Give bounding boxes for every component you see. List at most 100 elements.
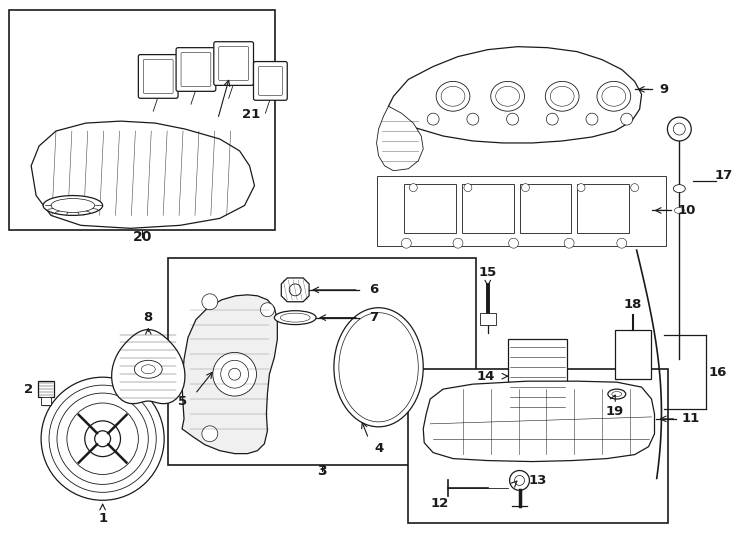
Bar [508,340,567,414]
Circle shape [221,360,249,388]
Ellipse shape [339,313,418,422]
FancyBboxPatch shape [139,55,178,98]
Text: 4: 4 [374,442,383,455]
Polygon shape [281,278,309,302]
Ellipse shape [675,207,684,213]
Text: 9: 9 [660,83,669,96]
Ellipse shape [491,82,525,111]
Text: 19: 19 [606,406,624,419]
Polygon shape [38,381,54,405]
Circle shape [95,431,111,447]
Text: 8: 8 [144,311,153,324]
Text: 21: 21 [242,107,261,120]
Circle shape [577,184,585,192]
Ellipse shape [134,360,162,378]
Circle shape [213,353,256,396]
Circle shape [667,117,691,141]
Circle shape [401,238,411,248]
Circle shape [289,284,301,296]
Ellipse shape [545,82,579,111]
Polygon shape [31,121,255,228]
Circle shape [229,368,241,380]
Ellipse shape [602,86,625,106]
Circle shape [467,113,479,125]
Circle shape [521,184,529,192]
Circle shape [515,475,525,485]
Text: 11: 11 [681,413,700,426]
Text: 18: 18 [623,298,642,311]
FancyBboxPatch shape [258,66,283,95]
Circle shape [453,238,463,248]
Circle shape [67,403,139,475]
Ellipse shape [612,392,622,396]
Text: 2: 2 [23,383,33,396]
Polygon shape [182,295,277,454]
Circle shape [621,113,633,125]
Ellipse shape [608,389,625,399]
Text: 10: 10 [677,204,695,217]
Ellipse shape [334,308,424,427]
Circle shape [631,184,639,192]
Ellipse shape [51,199,95,212]
Text: 15: 15 [479,266,497,280]
Ellipse shape [142,365,155,374]
Bar [168,258,476,464]
Ellipse shape [43,195,103,215]
Circle shape [410,184,418,192]
Ellipse shape [597,82,631,111]
Circle shape [427,113,439,125]
Ellipse shape [495,86,520,106]
Bar [377,176,666,246]
FancyBboxPatch shape [219,46,249,80]
Bar [462,184,514,233]
Polygon shape [112,329,185,404]
Ellipse shape [436,82,470,111]
Ellipse shape [441,86,465,106]
Circle shape [506,113,518,125]
Bar [577,184,629,233]
Text: 17: 17 [715,169,733,182]
FancyBboxPatch shape [176,48,216,91]
Bar [480,313,495,325]
Circle shape [464,184,472,192]
Text: 13: 13 [528,474,547,487]
Text: 7: 7 [369,311,378,324]
Text: 6: 6 [369,284,378,296]
Ellipse shape [673,185,686,193]
Circle shape [202,426,218,442]
FancyBboxPatch shape [214,42,253,85]
Circle shape [617,238,627,248]
FancyBboxPatch shape [181,52,211,86]
Circle shape [546,113,559,125]
FancyBboxPatch shape [143,59,173,93]
Bar [615,329,650,379]
Text: 12: 12 [431,497,449,510]
Text: 5: 5 [178,395,188,408]
Text: 16: 16 [709,366,727,379]
Circle shape [202,294,218,310]
Circle shape [564,238,574,248]
Bar [408,369,669,523]
Polygon shape [377,106,424,171]
Ellipse shape [280,313,310,322]
Text: 1: 1 [98,511,107,525]
Circle shape [57,393,148,484]
FancyBboxPatch shape [253,62,287,100]
Polygon shape [388,46,642,143]
Circle shape [41,377,164,500]
Text: 20: 20 [133,230,152,244]
Bar [10,10,275,230]
Circle shape [261,303,275,316]
Bar [520,184,571,233]
Ellipse shape [275,310,316,325]
Polygon shape [424,381,655,462]
Bar [404,184,456,233]
Ellipse shape [550,86,574,106]
Circle shape [84,421,120,457]
Text: 14: 14 [476,370,495,383]
Text: 3: 3 [317,463,327,477]
Bar [41,397,51,405]
Circle shape [586,113,598,125]
Circle shape [49,385,156,492]
Circle shape [509,470,529,490]
